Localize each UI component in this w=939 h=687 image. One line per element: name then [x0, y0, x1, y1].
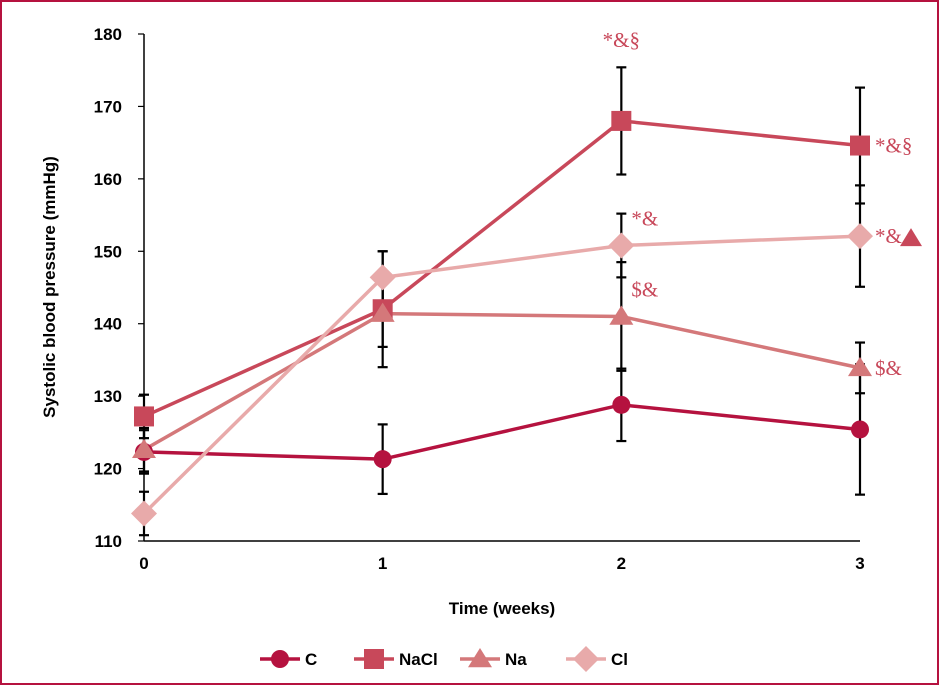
data-point — [848, 356, 872, 377]
legend-marker — [271, 650, 289, 668]
data-point — [132, 438, 156, 458]
x-tick-label: 3 — [855, 554, 864, 573]
series-layer — [131, 66, 873, 537]
legend-item-c: C — [260, 650, 317, 669]
legend-label: NaCl — [399, 650, 438, 669]
legend: C NaCl Na Cl — [260, 646, 628, 672]
series-nacl — [143, 119, 861, 419]
series-na — [143, 311, 861, 452]
significance-annotation: *& — [875, 224, 902, 248]
y-tick-label: 110 — [95, 532, 122, 551]
legend-label: Na — [505, 650, 527, 669]
x-tick-labels: 0 1 2 3 — [139, 554, 864, 573]
significance-annotation: $& — [631, 277, 658, 301]
y-tick-label: 170 — [94, 97, 122, 116]
y-tick-label: 160 — [94, 170, 122, 189]
data-point — [850, 135, 870, 156]
series-line — [143, 403, 861, 461]
series-line — [143, 119, 861, 419]
markers-nacl — [134, 110, 870, 427]
legend-item-na: Na — [460, 648, 527, 669]
legend-marker — [364, 649, 384, 669]
y-tick-label: 150 — [94, 242, 122, 261]
x-axis-label: Time (weeks) — [449, 599, 555, 618]
axes — [143, 34, 860, 542]
data-point — [373, 450, 392, 469]
data-point — [608, 232, 635, 259]
x-tick-label: 0 — [139, 554, 148, 573]
series-line — [143, 311, 861, 452]
y-tick-label: 120 — [94, 460, 122, 479]
error-bars-nacl — [139, 66, 865, 440]
data-point — [611, 110, 632, 131]
x-tick-label: 1 — [378, 554, 387, 573]
data-point — [370, 302, 395, 322]
data-point — [369, 264, 396, 291]
y-tick-labels: 110 120 130 140 150 160 170 180 — [94, 25, 144, 551]
significance-annotation: $& — [875, 356, 902, 380]
series-line — [142, 234, 861, 515]
markers-cl — [131, 223, 873, 527]
legend-label: C — [305, 650, 317, 669]
y-tick-label: 140 — [94, 315, 122, 334]
data-point — [134, 406, 154, 427]
data-point — [847, 223, 873, 250]
series-c — [143, 403, 861, 461]
legend-label: Cl — [611, 650, 628, 669]
significance-annotation: *& — [631, 206, 658, 230]
legend-item-cl: Cl — [566, 646, 628, 672]
data-point — [851, 420, 869, 439]
error-bars-na — [139, 261, 865, 473]
legend-marker — [573, 646, 599, 672]
significance-annotation: *&§ — [603, 28, 640, 52]
data-point — [131, 500, 157, 527]
data-point — [609, 305, 634, 325]
significance-triangle-icon — [900, 228, 922, 247]
series-cl — [142, 234, 861, 515]
data-point — [612, 395, 631, 414]
annotation-layer: *&§ *&§ *& *& $& $& — [603, 28, 922, 380]
x-tick-label: 2 — [617, 554, 626, 573]
error-bars-cl — [139, 184, 865, 537]
markers-na — [132, 302, 872, 458]
legend-item-nacl: NaCl — [354, 649, 438, 669]
y-axis-label: Systolic blood pressure (mmHg) — [40, 156, 59, 418]
error-bars-c — [139, 363, 865, 496]
y-tick-label: 180 — [94, 25, 122, 44]
legend-marker — [468, 648, 492, 668]
significance-annotation: *&§ — [875, 134, 912, 158]
y-tick-label: 130 — [94, 387, 122, 406]
